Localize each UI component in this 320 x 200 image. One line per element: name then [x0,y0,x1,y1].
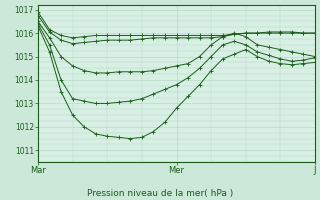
Text: Pression niveau de la mer( hPa ): Pression niveau de la mer( hPa ) [87,189,233,198]
